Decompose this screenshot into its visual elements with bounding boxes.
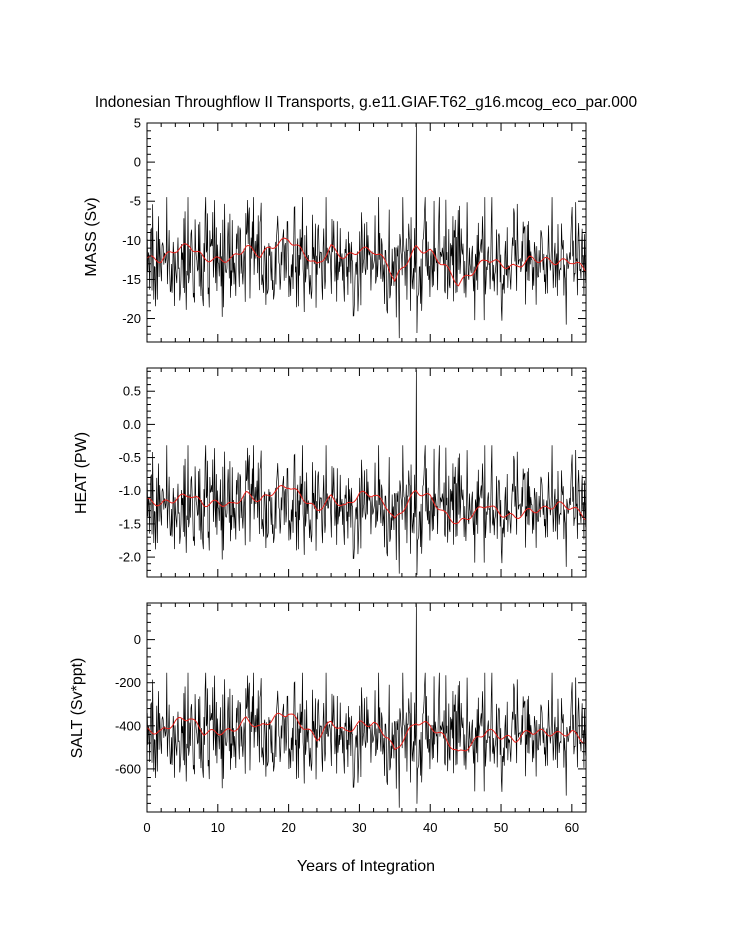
mass-y-tick-label: -20 xyxy=(122,311,141,326)
chart-title: Indonesian Throughflow II Transports, g.… xyxy=(95,94,638,111)
salt-y-tick-label: -600 xyxy=(115,761,141,776)
x-tick-label: 10 xyxy=(211,820,225,835)
x-tick-label: 60 xyxy=(565,820,579,835)
heat-y-tick-label: 0.5 xyxy=(123,384,141,399)
heat-smoothed-series-line xyxy=(147,485,586,525)
mass-y-axis-label: MASS (Sv) xyxy=(83,197,100,276)
heat-y-axis-label: HEAT (PW) xyxy=(73,432,90,514)
mass-y-tick-label: -10 xyxy=(122,233,141,248)
x-tick-label: 0 xyxy=(143,820,150,835)
salt-raw-series-line xyxy=(147,604,586,808)
heat-panel: HEAT (PW) 0.5 0.0 -0.5 -1.0 -1.5 -2.0 xyxy=(73,367,587,578)
salt-y-tick-label: -400 xyxy=(115,718,141,733)
x-tick-label: 30 xyxy=(352,820,366,835)
salt-y-tick-label: 0 xyxy=(134,632,141,647)
heat-y-tick-label: -0.5 xyxy=(119,450,141,465)
x-tick-label: 20 xyxy=(281,820,295,835)
heat-y-tick-label: -1.0 xyxy=(119,483,141,498)
mass-y-tick-label: 0 xyxy=(134,155,141,170)
mass-y-tick-label: -5 xyxy=(129,194,141,209)
salt-smoothed-series-line xyxy=(147,712,586,752)
salt-y-tick-label: -200 xyxy=(115,675,141,690)
mass-panel: MASS (Sv) 5 0 -5 -10 -15 -20 xyxy=(83,116,587,343)
salt-panel: SALT (Sv*ppt) 0 -200 -400 -600 xyxy=(69,602,587,813)
heat-raw-series-line xyxy=(147,369,586,575)
x-axis-label: Years of Integration xyxy=(297,858,435,875)
salt-plot-frame xyxy=(146,602,587,813)
heat-y-tick-label: 0.0 xyxy=(123,417,141,432)
heat-plot-frame xyxy=(146,367,587,578)
x-tick-label: 50 xyxy=(494,820,508,835)
heat-y-tick-label: -2.0 xyxy=(119,550,141,565)
salt-y-axis-label: SALT (Sv*ppt) xyxy=(69,658,86,759)
mass-raw-series-line xyxy=(147,123,586,339)
x-tick-label: 40 xyxy=(423,820,437,835)
mass-smoothed-series-line xyxy=(147,237,586,287)
heat-y-tick-label: -1.5 xyxy=(119,516,141,531)
mass-y-tick-label: -15 xyxy=(122,272,141,287)
mass-y-tick-label: 5 xyxy=(134,116,141,131)
